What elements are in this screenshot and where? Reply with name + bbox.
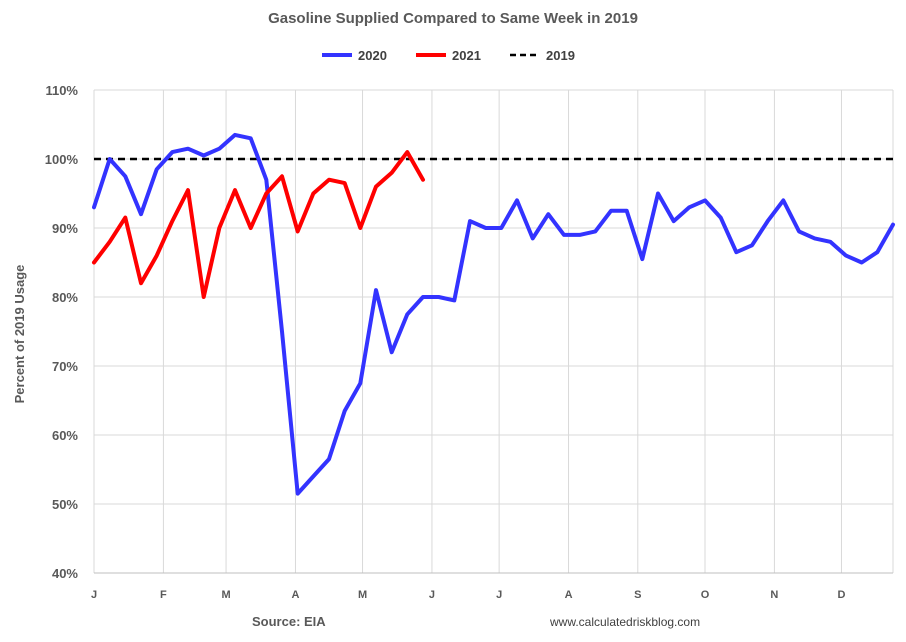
series-line-2021: [92, 150, 425, 299]
x-tick-label: M: [358, 589, 367, 601]
legend-label-2019: 2019: [546, 48, 575, 63]
y-tick-label: 60%: [52, 428, 78, 443]
x-tick-label: D: [837, 589, 845, 601]
y-axis-label: Percent of 2019 Usage: [12, 265, 27, 404]
legend-label-2020: 2020: [358, 48, 387, 63]
website-credit: www.calculatedriskblog.com: [549, 615, 700, 629]
x-tick-label: F: [160, 589, 167, 601]
x-tick-label: O: [701, 589, 710, 601]
y-tick-label: 50%: [52, 497, 78, 512]
x-tick-label: N: [770, 589, 778, 601]
x-tick-label: A: [565, 589, 573, 601]
legend-label-2021: 2021: [452, 48, 481, 63]
y-tick-label: 100%: [45, 152, 79, 167]
x-tick-label: J: [429, 589, 435, 601]
y-axis: 40% 50% 60% 70% 80% 90% 100% 110%: [45, 83, 79, 581]
x-tick-label: S: [634, 589, 641, 601]
x-tick-label: M: [221, 589, 230, 601]
legend: 2020 2021 2019: [322, 48, 575, 63]
gridlines: [93, 89, 894, 574]
chart-title: Gasoline Supplied Compared to Same Week …: [268, 10, 638, 27]
x-tick-label: A: [291, 589, 299, 601]
y-tick-label: 70%: [52, 359, 78, 374]
x-tick-label: J: [496, 589, 502, 601]
y-tick-label: 40%: [52, 566, 78, 581]
y-tick-label: 90%: [52, 221, 78, 236]
source-note: Source: EIA: [252, 614, 326, 629]
series-layer: [92, 132, 895, 496]
series-line-2020: [92, 132, 895, 496]
y-tick-label: 110%: [45, 83, 78, 98]
x-tick-label: J: [91, 589, 97, 601]
y-tick-label: 80%: [52, 290, 78, 305]
